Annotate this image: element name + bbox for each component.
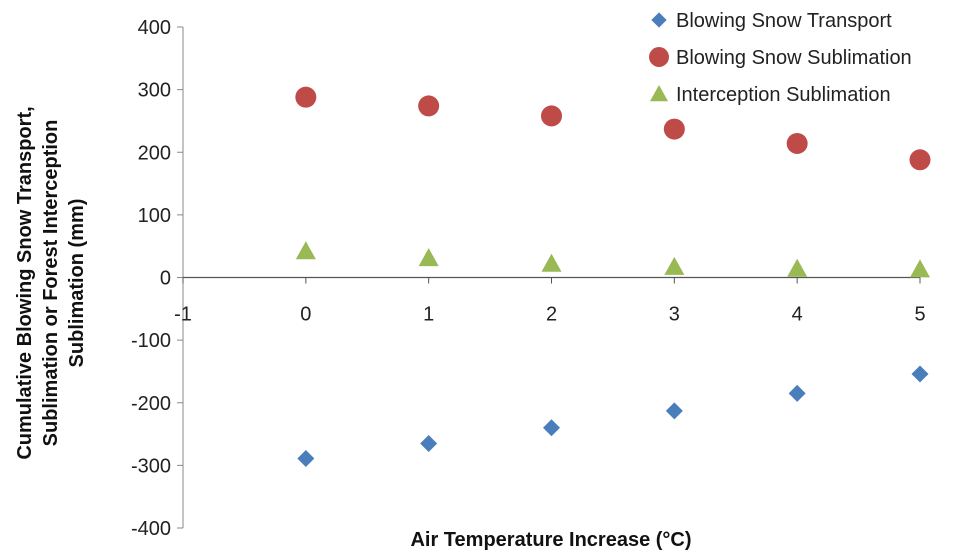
point-blowing-snow-transport (788, 384, 806, 402)
y-axis-title-line: Sublimation (mm) (66, 199, 88, 368)
point-blowing-snow-sublimation (295, 86, 317, 108)
x-tick-label: 1 (423, 304, 434, 326)
x-tick-label: 0 (300, 304, 311, 326)
point-blowing-snow-transport (420, 434, 438, 452)
point-interception-sublimation (418, 248, 439, 267)
legend-marker-blowing-snow-sublimation (649, 47, 669, 67)
x-tick-label: 5 (914, 304, 925, 326)
x-tick-label: 4 (792, 304, 803, 326)
legend-marker-blowing-snow-transport (651, 12, 667, 28)
y-axis-title-line: Sublimation or Forest Interception (40, 120, 62, 447)
y-tick-label: 0 (160, 268, 171, 290)
point-blowing-snow-transport (665, 402, 683, 420)
point-interception-sublimation (541, 253, 562, 272)
y-tick-label: -100 (131, 330, 171, 352)
point-blowing-snow-transport (911, 365, 929, 383)
y-tick-labels: 400 300 200 100 0 -100 -200 -300 -400 (131, 17, 171, 540)
point-interception-sublimation (295, 241, 316, 260)
point-blowing-snow-transport (543, 419, 560, 437)
axes (177, 26, 921, 529)
y-tick-label: -300 (131, 455, 171, 477)
legend-marker-interception-sublimation (650, 85, 668, 102)
legend-label-interception-sublimation: Interception Sublimation (676, 84, 891, 106)
legend-label-blowing-snow-sublimation: Blowing Snow Sublimation (676, 47, 912, 69)
y-axis-title: Cumulative Blowing Snow Transport, Sublim… (14, 106, 88, 459)
point-interception-sublimation (910, 259, 930, 278)
y-tick-label: 200 (138, 142, 171, 164)
legend-label-blowing-snow-transport: Blowing Snow Transport (676, 10, 892, 32)
y-tick-label: 300 (138, 80, 171, 102)
point-interception-sublimation (787, 258, 808, 277)
x-tick-labels: -1 0 1 2 3 4 5 (174, 304, 925, 326)
point-blowing-snow-sublimation (663, 118, 685, 140)
x-tick-label: 3 (669, 304, 680, 326)
y-tick-label: -400 (131, 518, 171, 540)
x-axis-title: Air Temperature Increase (°C) (410, 529, 691, 551)
y-tick-label: 100 (138, 205, 171, 227)
y-tick-label: -200 (131, 393, 171, 415)
point-blowing-snow-transport (297, 449, 315, 467)
legend: Blowing Snow Transport Blowing Snow Subli… (649, 10, 912, 106)
y-tick-label: 400 (138, 17, 171, 39)
point-blowing-snow-sublimation (786, 132, 808, 154)
point-blowing-snow-sublimation (909, 149, 931, 171)
data-points (295, 86, 931, 467)
point-blowing-snow-sublimation (418, 95, 440, 117)
point-blowing-snow-sublimation (541, 105, 562, 127)
point-interception-sublimation (664, 256, 685, 275)
x-tick-label: -1 (174, 304, 192, 326)
x-tick-label: 2 (546, 304, 557, 326)
y-axis-title-line: Cumulative Blowing Snow Transport, (14, 106, 36, 459)
